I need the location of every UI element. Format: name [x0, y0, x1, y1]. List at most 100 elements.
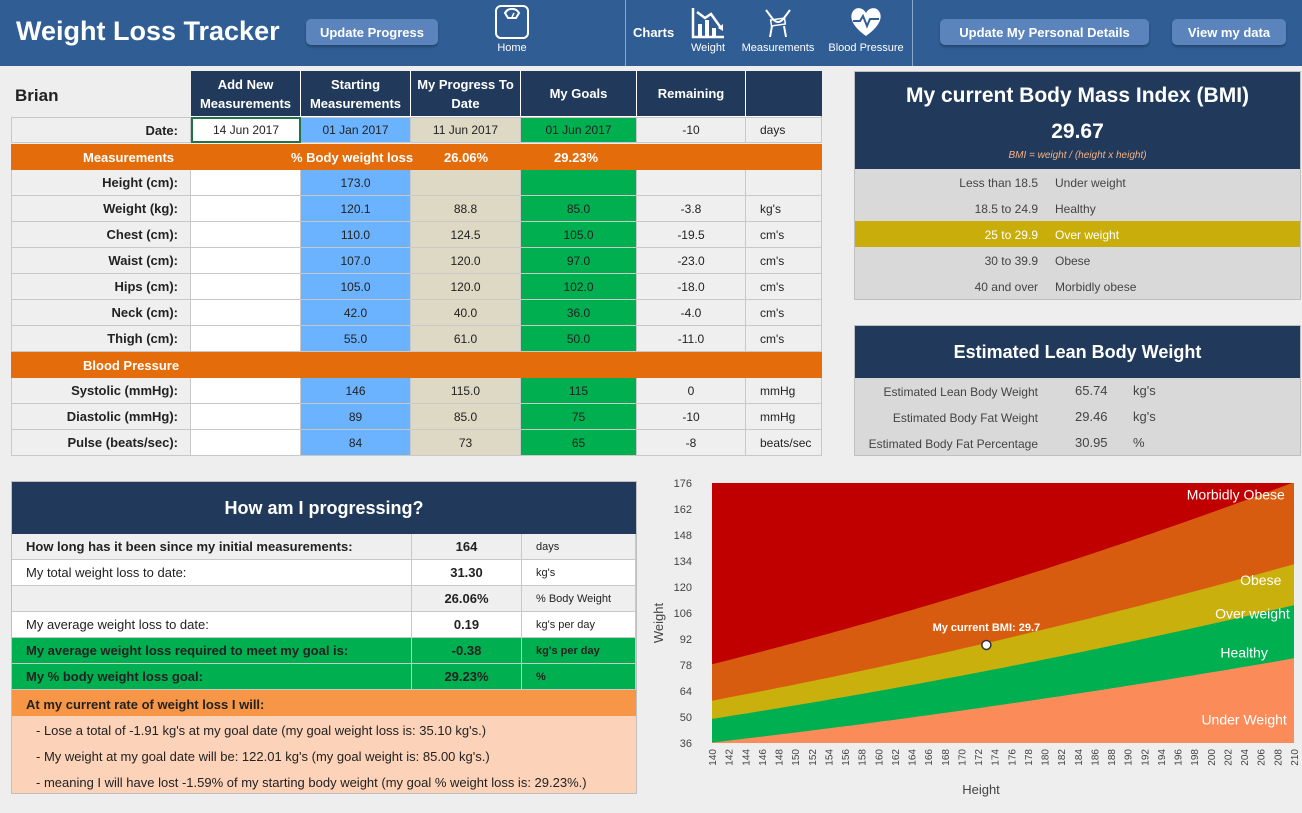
x-axis-label: Height: [962, 782, 1000, 797]
lean-value: 30.95: [1075, 435, 1108, 450]
y-tick-label: 36: [680, 738, 692, 750]
update-progress-button[interactable]: Update Progress: [306, 19, 438, 45]
divider: [625, 0, 626, 66]
band-label: Healthy: [1220, 645, 1267, 661]
goal-value: 65: [521, 430, 637, 456]
divider: [912, 0, 913, 66]
new-entry-input[interactable]: [191, 378, 301, 404]
lean-label: Estimated Body Fat Weight: [892, 411, 1038, 425]
unit-label: cm's: [746, 300, 822, 326]
y-tick-label: 176: [674, 478, 692, 490]
new-entry-input[interactable]: [191, 326, 301, 352]
bmi-panel: My current Body Mass Index (BMI) 29.67 B…: [854, 71, 1301, 300]
user-name: Brian: [15, 86, 59, 105]
progress-value: 88.8: [411, 196, 521, 222]
bmi-category: Over weight: [1055, 228, 1120, 242]
x-tick-label: 184: [1074, 749, 1085, 766]
weight-chart-button[interactable]: Weight: [686, 4, 730, 54]
x-tick-label: 176: [1007, 749, 1018, 766]
rate-line: - My weight at my goal date will be: 122…: [36, 749, 490, 764]
start-value: 173.0: [301, 170, 411, 196]
x-tick-label: 160: [874, 749, 885, 766]
unit-label: cm's: [746, 248, 822, 274]
x-tick-label: 140: [708, 749, 719, 766]
lean-title: Estimated Lean Body Weight: [855, 326, 1300, 378]
y-tick-label: 92: [680, 634, 692, 646]
x-tick-label: 148: [775, 749, 786, 766]
heart-pulse-icon: [851, 8, 881, 36]
col-header-new: Add New Measurements: [191, 71, 301, 117]
bmi-range: 40 and over: [974, 280, 1038, 294]
bmi-category: Obese: [1055, 254, 1091, 268]
home-label: Home: [497, 42, 527, 54]
home-button[interactable]: Home: [484, 4, 540, 54]
new-entry-input[interactable]: [191, 404, 301, 430]
bp-label: Blood Pressure: [83, 358, 180, 373]
new-entry-input[interactable]: [191, 196, 301, 222]
update-details-button[interactable]: Update My Personal Details: [940, 19, 1149, 45]
unit-label: kg's: [746, 196, 822, 222]
progress-label: My total weight loss to date:: [12, 560, 412, 586]
x-tick-label: 172: [974, 749, 985, 766]
x-tick-label: 154: [824, 749, 835, 766]
lean-unit: kg's: [1133, 409, 1156, 424]
bmi-category: Healthy: [1055, 202, 1096, 216]
progress-value: 26.06%: [412, 586, 522, 612]
new-entry-input[interactable]: [191, 248, 301, 274]
row-label: Systolic (mmHg):: [11, 378, 191, 404]
start-value: 146: [301, 378, 411, 404]
blood-pressure-chart-button[interactable]: Blood Pressure: [826, 4, 906, 54]
start-value: 120.1: [301, 196, 411, 222]
progress-value: 29.23%: [412, 664, 522, 690]
progress-value: 120.0: [411, 274, 521, 300]
x-tick-label: 174: [991, 749, 1002, 766]
x-tick-label: 200: [1207, 749, 1218, 766]
progress-panel: How am I progressing? How long has it be…: [11, 481, 637, 794]
col-header-start: Starting Measurements: [301, 71, 411, 117]
row-label: Hips (cm):: [11, 274, 191, 300]
progress-value: 0.19: [412, 612, 522, 638]
col-header-remaining: Remaining: [637, 71, 746, 117]
lean-row: Estimated Body Fat Weight 29.46 kg's: [855, 404, 1300, 430]
x-tick-label: 188: [1107, 749, 1118, 766]
x-tick-label: 198: [1190, 749, 1201, 766]
progress-value: [411, 170, 521, 196]
remaining-value: -3.8: [637, 196, 746, 222]
row-label: Pulse (beats/sec):: [11, 430, 191, 456]
progress-unit: % Body Weight: [522, 586, 636, 612]
progress-value: -0.38: [412, 638, 522, 664]
progress-value: 164: [412, 534, 522, 560]
remaining-value: -23.0: [637, 248, 746, 274]
new-entry-input[interactable]: [191, 274, 301, 300]
view-data-button[interactable]: View my data: [1172, 19, 1286, 45]
x-tick-label: 202: [1223, 749, 1234, 766]
x-tick-label: 152: [808, 749, 819, 766]
lean-row: Estimated Lean Body Weight 65.74 kg's: [855, 378, 1300, 404]
new-entry-input[interactable]: [191, 300, 301, 326]
band-label: Under Weight: [1201, 711, 1286, 727]
goal-value: 36.0: [521, 300, 637, 326]
progress-unit: kg's per day: [522, 638, 636, 664]
new-entry-input[interactable]: [191, 170, 301, 196]
bmi-range-row: 25 to 29.9 Over weight: [855, 221, 1300, 247]
y-tick-label: 134: [674, 556, 692, 568]
bmi-chart-svg: 36 50 64 78 92 106 120 134 148 162 176 140 142 144 146…: [651, 478, 1301, 797]
lean-value: 65.74: [1075, 383, 1108, 398]
progress-unit: kg's per day: [522, 612, 636, 638]
unit-label: mmHg: [746, 404, 822, 430]
date-start: 01 Jan 2017: [301, 117, 411, 143]
weight-chart-label: Weight: [690, 42, 726, 54]
goal-value: 50.0: [521, 326, 637, 352]
band-label: Morbidly Obese: [1187, 487, 1285, 503]
measurements-chart-button[interactable]: Measurements: [738, 4, 818, 54]
bmi-range-row: 18.5 to 24.9 Healthy: [855, 195, 1300, 221]
remaining-value: -11.0: [637, 326, 746, 352]
progress-value: 115.0: [411, 378, 521, 404]
new-entry-input[interactable]: [191, 222, 301, 248]
band-under-weight: [712, 658, 1294, 743]
progress-unit: kg's: [522, 560, 636, 586]
date-new-input[interactable]: 14 Jun 2017: [191, 117, 301, 143]
start-value: 110.0: [301, 222, 411, 248]
progress-value: 73: [411, 430, 521, 456]
new-entry-input[interactable]: [191, 430, 301, 456]
